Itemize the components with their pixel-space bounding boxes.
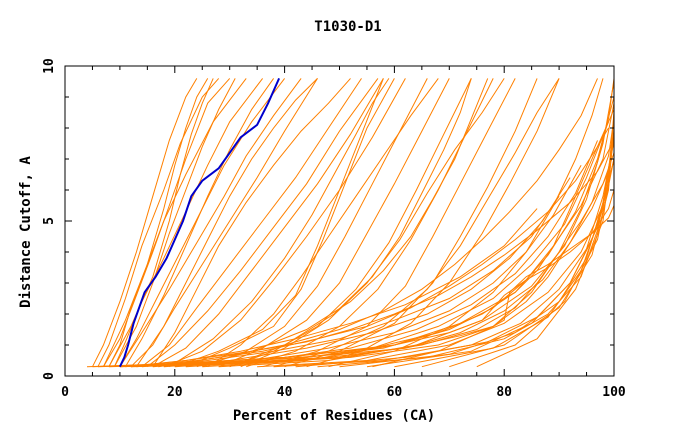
model-series-line-12 — [102, 78, 209, 367]
highlight-series-line — [118, 77, 281, 368]
model-series-line-9 — [152, 78, 384, 368]
model-series-line-17 — [174, 78, 384, 368]
model-series-line-63 — [372, 78, 615, 368]
chart-title: T1030-D1 — [314, 19, 381, 35]
model-series-line-5 — [113, 78, 263, 367]
model-series-line-49 — [119, 189, 615, 368]
model-series-line-14 — [124, 78, 275, 367]
model-series-line-48 — [476, 134, 615, 368]
y-axis-label: Distance Cutoff, A — [18, 156, 34, 308]
model-series-line-36 — [108, 118, 615, 368]
x-tick-label: 40 — [277, 385, 293, 400]
x-tick-label: 0 — [61, 385, 69, 400]
model-series-line-24 — [284, 78, 538, 368]
model-series-line-16 — [146, 78, 379, 368]
x-tick-label: 80 — [496, 385, 512, 400]
model-series-line-20 — [218, 78, 450, 368]
x-tick-label: 20 — [167, 385, 183, 400]
model-series-line-6 — [119, 78, 285, 367]
model-series-line-45 — [394, 134, 615, 368]
model-series-line-7 — [130, 78, 318, 368]
model-series-line-59 — [207, 78, 439, 368]
axes-layer: 0 20 40 60 80 100 0 5 10 — [42, 58, 626, 400]
y-tick-label: 5 — [42, 217, 57, 225]
model-series-line-2 — [97, 78, 220, 367]
model-series-line-29 — [163, 164, 582, 368]
model-series-line-57 — [135, 78, 318, 367]
model-series-line-55 — [229, 78, 472, 368]
model-series-line-8 — [141, 78, 362, 368]
y-tick-label: 0 — [42, 372, 57, 380]
model-series-line-13 — [113, 78, 236, 367]
model-series-line-52 — [136, 109, 615, 368]
model-series-line-26 — [130, 208, 538, 368]
model-series-line-47 — [449, 158, 615, 368]
model-series-line-10 — [163, 78, 406, 368]
model-series-line-35 — [130, 140, 615, 368]
model-series-line-15 — [119, 78, 302, 367]
model-series-line-60 — [240, 78, 505, 368]
model-series-line-58 — [152, 78, 351, 367]
model-series-line-4 — [108, 78, 247, 367]
y-tick-label: 10 — [42, 58, 57, 74]
x-tick-label: 100 — [602, 385, 626, 400]
model-series-line-19 — [202, 78, 428, 368]
model-series-line-50 — [92, 205, 615, 368]
series-layer — [86, 77, 615, 368]
model-series-line-25 — [306, 78, 560, 368]
model-series-line-61 — [273, 78, 560, 368]
model-series-line-1 — [92, 78, 198, 367]
model-series-line-18 — [185, 78, 395, 368]
x-axis-label: Percent of Residues (CA) — [233, 408, 435, 424]
x-tick-label: 60 — [387, 385, 403, 400]
model-series-line-56 — [169, 78, 390, 368]
model-series-line-23 — [262, 78, 516, 368]
model-series-line-62 — [328, 78, 604, 368]
